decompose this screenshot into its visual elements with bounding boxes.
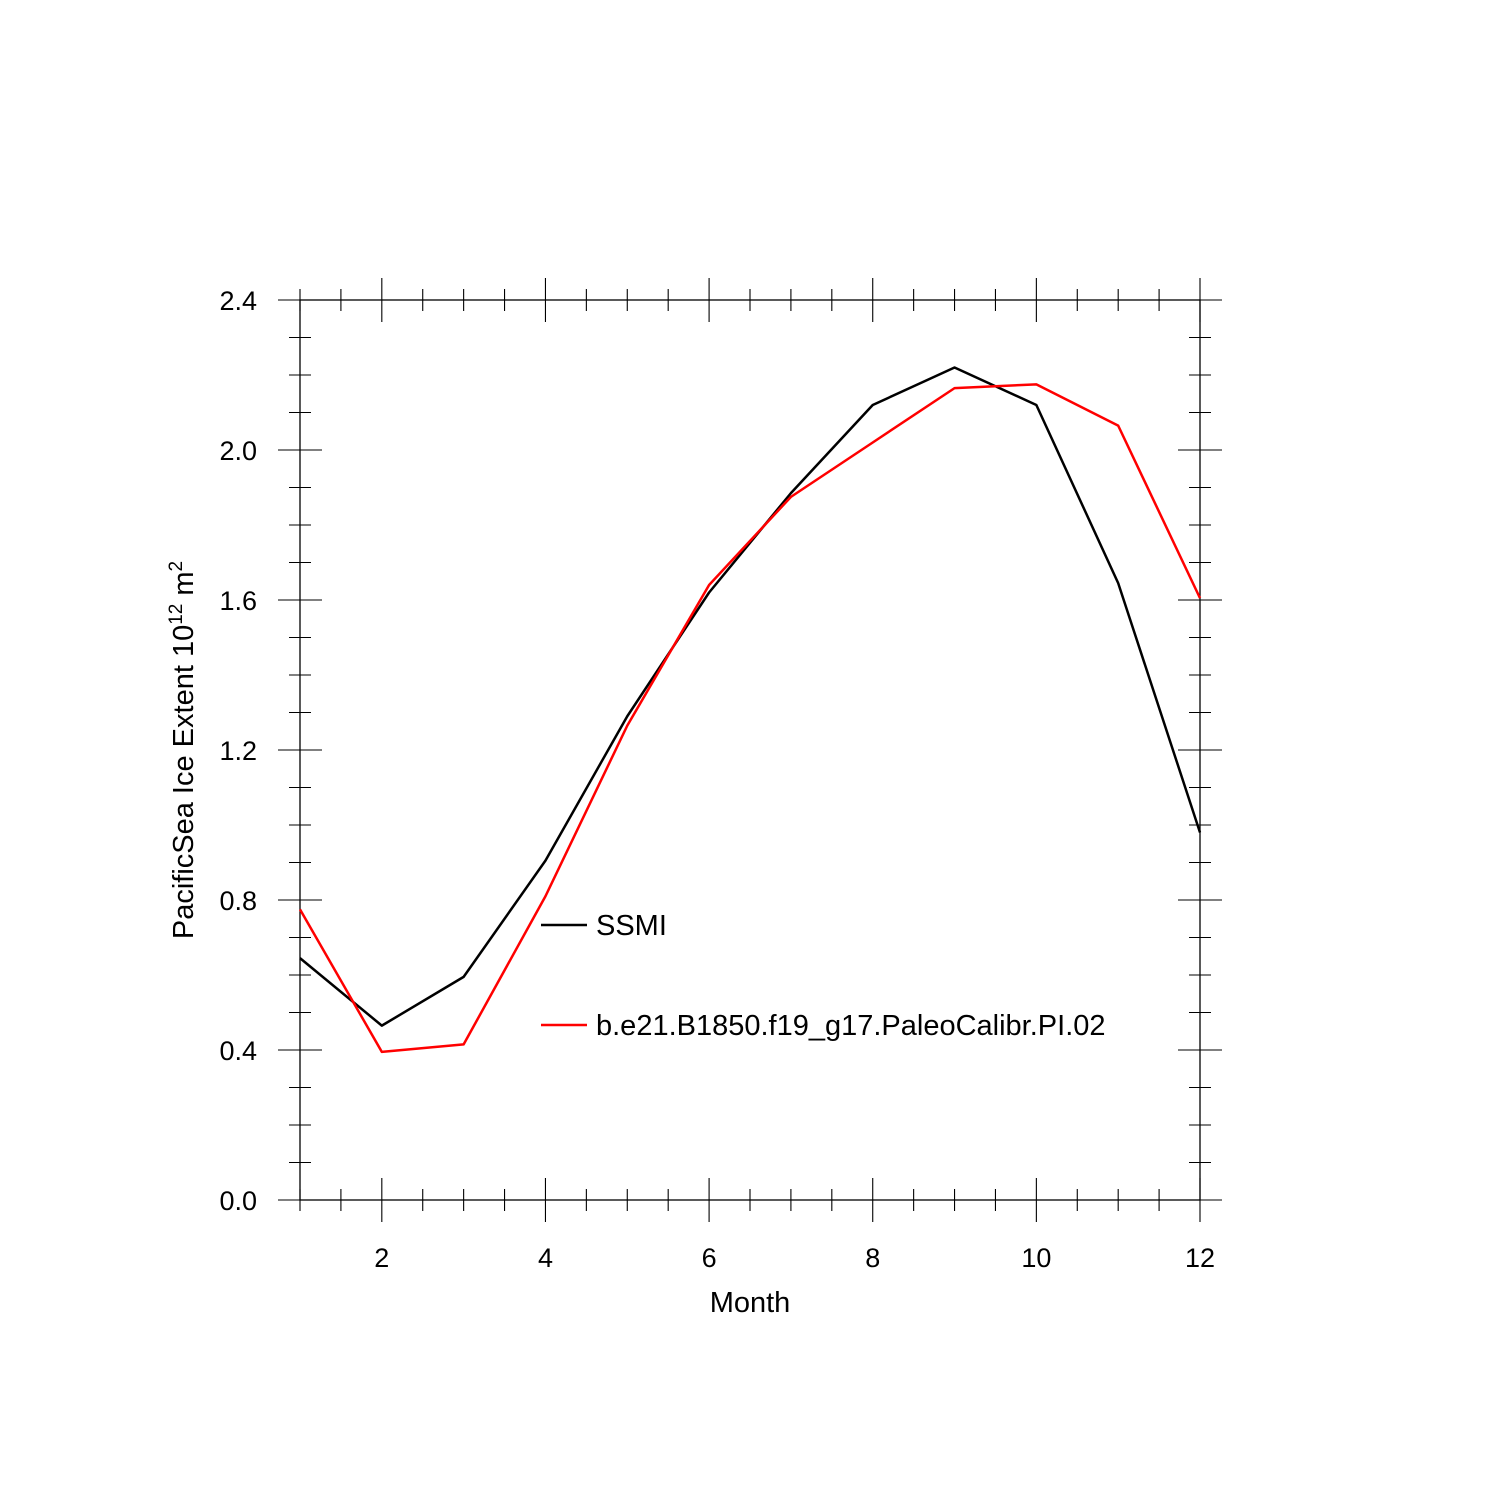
x-tick-label: 2 xyxy=(374,1243,389,1273)
y-tick-label: 2.4 xyxy=(219,286,257,316)
y-tick-label: 1.2 xyxy=(219,736,257,766)
series-line-ssmi xyxy=(299,366,1202,1027)
y-axis-title: PacificSea Ice Extent 1012 m2 xyxy=(166,561,200,939)
y-tick-label: 0.0 xyxy=(219,1186,257,1216)
legend-label-ssmi: SSMI xyxy=(596,910,667,942)
y-tick-label: 0.4 xyxy=(219,1036,257,1066)
plot-frame xyxy=(299,299,1201,1201)
axis-ticks xyxy=(278,278,1222,1222)
legend: SSMI b.e21.B1850.f19_g17.PaleoCalibr.PI.… xyxy=(541,910,1106,1042)
x-tick-label: 4 xyxy=(538,1243,553,1273)
x-tick-label: 6 xyxy=(702,1243,717,1273)
x-axis-title: Month xyxy=(710,1287,791,1319)
series-line-paleocalibr xyxy=(298,383,1202,1054)
x-tick-label: 8 xyxy=(865,1243,880,1273)
y-tick-label: 1.6 xyxy=(219,586,257,616)
series-lines xyxy=(298,366,1202,1054)
tick-labels: 2 4 6 8 10 12 0.0 0.4 0.8 1.2 1.6 2.0 2.4 xyxy=(219,286,1215,1273)
legend-label-paleocalibr: b.e21.B1850.f19_g17.PaleoCalibr.PI.02 xyxy=(596,1010,1106,1042)
x-tick-label: 12 xyxy=(1185,1243,1215,1273)
x-tick-label: 10 xyxy=(1021,1243,1051,1273)
y-tick-label: 2.0 xyxy=(219,436,257,466)
y-tick-label: 0.8 xyxy=(219,886,257,916)
